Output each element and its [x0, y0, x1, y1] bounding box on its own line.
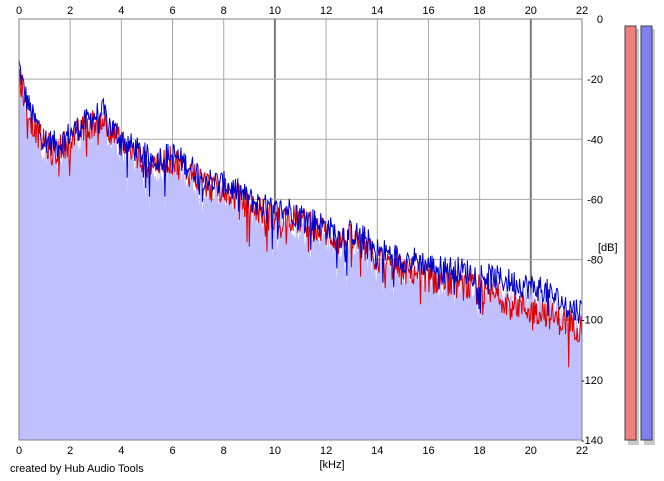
x-tick-top-18: 18 — [474, 5, 486, 17]
x-tick-top-14: 14 — [371, 5, 383, 17]
x-tick-top-22: 22 — [576, 5, 588, 17]
series-layer — [18, 59, 583, 368]
x-tick-bottom-14: 14 — [371, 445, 383, 457]
y-tick-0: 0 — [597, 14, 603, 26]
x-tick-top-8: 8 — [221, 5, 227, 17]
credit-text: created by Hub Audio Tools — [10, 463, 144, 475]
level-meters — [624, 25, 655, 445]
series-blue-line — [18, 59, 583, 324]
x-tick-bottom-16: 16 — [422, 445, 434, 457]
x-axis-label: [kHz] — [319, 459, 344, 471]
y-tick--140: -140 — [581, 435, 603, 447]
level-meter-1 — [624, 25, 637, 441]
x-tick-bottom-10: 10 — [269, 445, 281, 457]
x-tick-top-6: 6 — [169, 5, 175, 17]
x-tick-top-20: 20 — [525, 5, 537, 17]
plot-border — [18, 18, 583, 441]
y-tick--100: -100 — [581, 315, 603, 327]
x-tick-bottom-4: 4 — [118, 445, 124, 457]
y-tick--80: -80 — [587, 255, 603, 267]
x-tick-bottom-22: 22 — [576, 445, 588, 457]
level-meter-2 — [640, 25, 653, 441]
x-tick-bottom-20: 20 — [525, 445, 537, 457]
y-tick--120: -120 — [581, 375, 603, 387]
x-tick-top-12: 12 — [320, 5, 332, 17]
x-tick-bottom-0: 0 — [16, 445, 22, 457]
x-tick-top-10: 10 — [269, 5, 281, 17]
y-axis-label: [dB] — [598, 242, 618, 254]
x-tick-bottom-18: 18 — [474, 445, 486, 457]
x-tick-labels-bottom: 0 2 4 6 8 10 12 14 16 18 20 22 — [16, 445, 588, 457]
x-tick-top-4: 4 — [118, 5, 124, 17]
x-tick-bottom-12: 12 — [320, 445, 332, 457]
y-tick--40: -40 — [587, 134, 603, 146]
y-tick--20: -20 — [587, 74, 603, 86]
x-tick-top-2: 2 — [67, 5, 73, 17]
spectrum-fill — [19, 71, 582, 441]
x-tick-top-0: 0 — [16, 5, 22, 17]
x-tick-top-16: 16 — [422, 5, 434, 17]
x-tick-bottom-8: 8 — [221, 445, 227, 457]
x-tick-bottom-6: 6 — [169, 445, 175, 457]
x-tick-labels-top: 0 2 4 6 8 10 12 14 16 18 20 22 — [16, 5, 588, 17]
y-tick-labels: 0 -20 -40 -60 -80 -100 -120 -140 — [581, 14, 603, 447]
x-tick-bottom-2: 2 — [67, 445, 73, 457]
y-tick--60: -60 — [587, 194, 603, 206]
